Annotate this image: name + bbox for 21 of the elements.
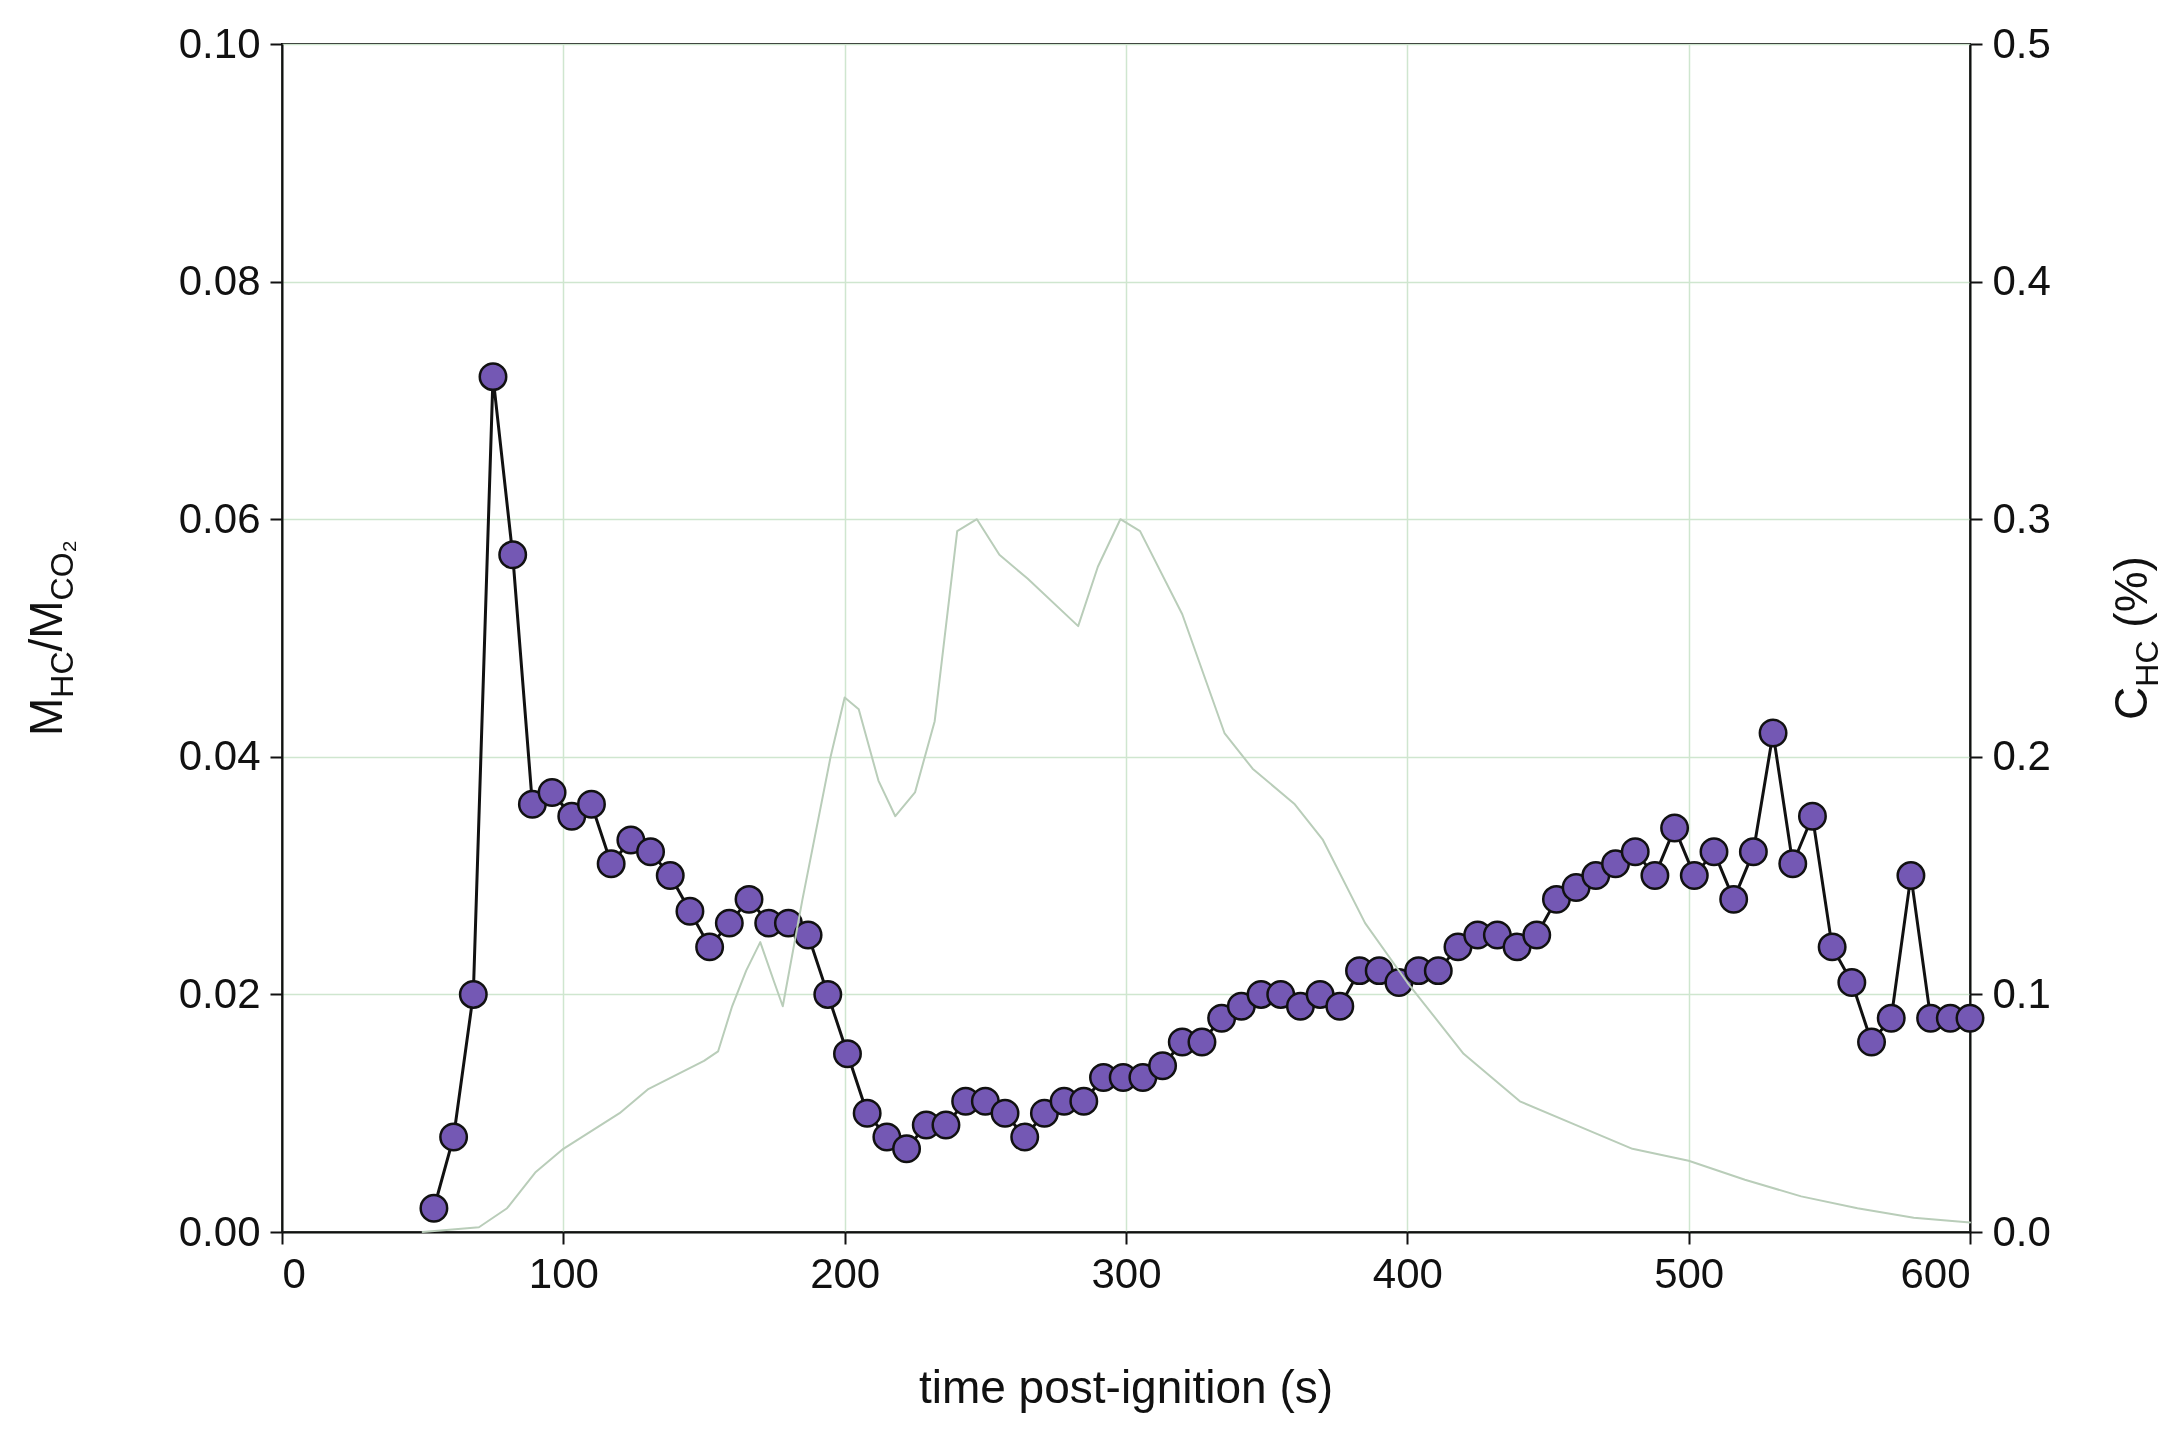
y2-tick-label: 0.2 (1992, 732, 2051, 780)
y-tick-label: 0.00 (178, 1207, 261, 1255)
y2-tick-label: 0.1 (1992, 969, 2051, 1017)
x-tick-label: 300 (1091, 1249, 1162, 1297)
y-tick-label: 0.08 (178, 257, 261, 305)
x-tick-label: 400 (1372, 1249, 1443, 1297)
y-tick-label: 0.02 (178, 969, 261, 1017)
x-tick-label: 600 (1900, 1249, 1971, 1297)
y2-tick-label: 0.0 (1992, 1207, 2051, 1255)
y-tick-label: 0.06 (178, 494, 261, 542)
y-tick-label: 0.10 (178, 19, 261, 67)
x-tick-label: 0 (282, 1249, 306, 1297)
y2-tick-label: 0.3 (1992, 494, 2051, 542)
x-tick-label: 100 (528, 1249, 599, 1297)
x-axis-title: time post-ignition (s) (918, 1360, 1334, 1414)
line-series (421, 518, 1971, 1233)
x-tick-label: 200 (810, 1249, 881, 1297)
y2-tick-label: 0.4 (1992, 257, 2051, 305)
y2-tick-label: 0.5 (1992, 19, 2051, 67)
x-tick-label: 500 (1654, 1249, 1725, 1297)
y-tick-label: 0.04 (178, 732, 261, 780)
